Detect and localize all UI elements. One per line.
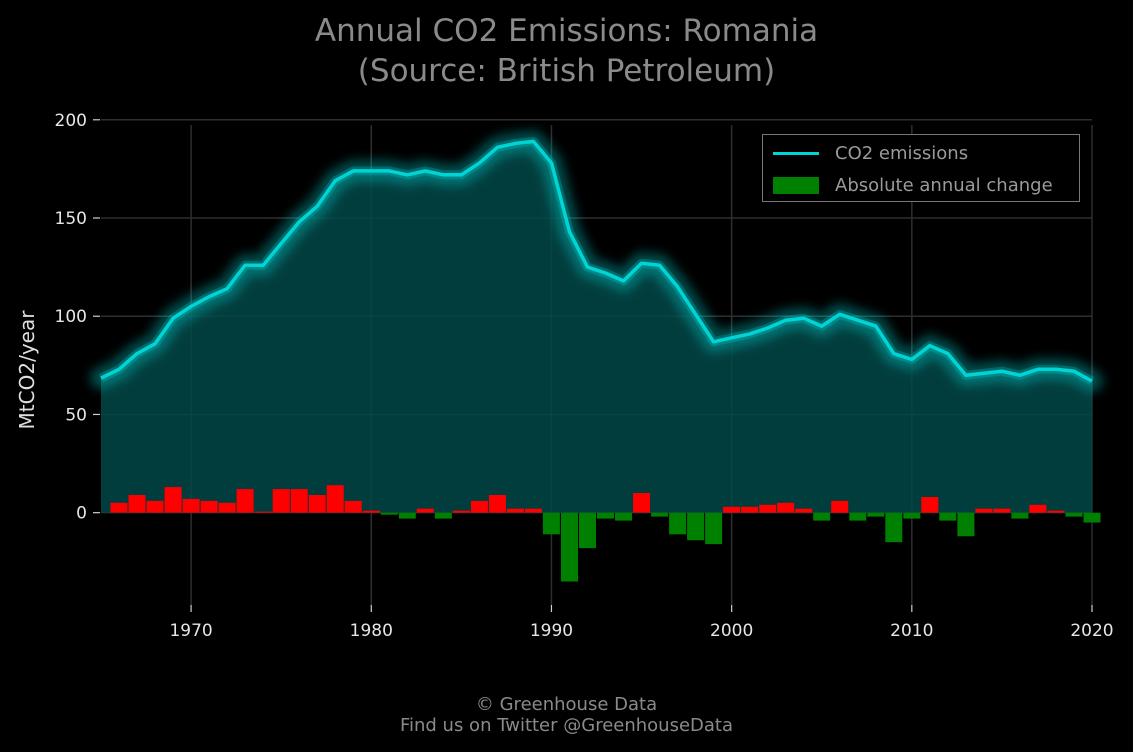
change-bar	[579, 512, 596, 549]
change-bar	[669, 512, 687, 535]
x-tick-label: 1990	[530, 621, 573, 641]
change-bar	[957, 512, 975, 537]
change-bar	[1029, 504, 1047, 513]
change-bar	[1011, 512, 1029, 519]
change-bar	[993, 508, 1011, 513]
emissions-line	[100, 139, 1093, 383]
change-bar	[759, 504, 777, 513]
change-bar	[795, 508, 813, 513]
change-bar	[290, 489, 308, 513]
y-tick-label: 50	[65, 405, 87, 425]
change-bar	[867, 512, 885, 517]
change-bar	[488, 495, 506, 513]
chart-title-line-1: Annual CO2 Emissions: Romania	[314, 13, 819, 49]
change-bar	[615, 512, 632, 521]
y-tick-label: 200	[55, 111, 87, 131]
legend-item-change: Absolute annual change	[773, 173, 1053, 197]
change-bar	[452, 510, 470, 513]
x-tick-label: 2010	[890, 621, 933, 641]
footer-twitter: Find us on Twitter @GreenhouseData	[399, 715, 734, 736]
change-bar	[885, 512, 903, 543]
change-bar	[903, 512, 921, 519]
change-bar	[308, 495, 326, 513]
change-bar	[434, 512, 452, 519]
change-bar	[182, 498, 200, 513]
change-bar	[110, 502, 128, 513]
y-axis-label: MtCO2/year	[15, 310, 39, 430]
y-tick-label: 0	[76, 504, 87, 524]
change-bar	[741, 506, 759, 513]
footer-credit: © Greenhouse Data	[475, 694, 658, 715]
change-bar	[326, 485, 344, 513]
change-bar	[1065, 512, 1083, 517]
change-bar	[1083, 512, 1101, 523]
change-bar	[344, 500, 362, 513]
chart-title-line-2: (Source: British Petroleum)	[357, 53, 776, 89]
change-bar	[777, 502, 795, 513]
legend-label-change: Absolute annual change	[835, 174, 1053, 196]
change-bar	[236, 489, 254, 513]
change-bar	[416, 508, 434, 513]
x-tick-label: 2000	[710, 621, 753, 641]
change-bar	[633, 493, 650, 513]
change-bar	[200, 500, 218, 513]
legend-item-emissions: CO2 emissions	[773, 141, 968, 165]
change-bar	[380, 512, 398, 515]
change-bar	[218, 502, 236, 513]
change-bar	[1047, 510, 1065, 513]
change-bar	[651, 512, 669, 517]
legend: CO2 emissions Absolute annual change	[762, 134, 1080, 202]
change-bar	[561, 512, 578, 582]
annual-change-bars	[110, 485, 1101, 582]
emissions-area	[101, 141, 1092, 513]
axes: 1970 1980 1990 2000 2010 2020 0 50 100 150 200	[55, 111, 1114, 641]
x-tick-label: 2020	[1070, 621, 1113, 641]
change-bar	[524, 508, 542, 513]
change-bar	[470, 500, 488, 513]
change-bar	[542, 512, 560, 535]
change-bar	[597, 512, 614, 519]
legend-bar-swatch	[773, 176, 819, 194]
change-bar	[398, 512, 416, 519]
change-bar	[813, 512, 831, 521]
change-bar	[831, 500, 849, 513]
y-tick-label: 100	[55, 307, 87, 327]
change-bar	[272, 489, 290, 513]
legend-label-emissions: CO2 emissions	[835, 142, 969, 164]
change-bar	[705, 512, 723, 545]
change-bar	[146, 500, 164, 513]
change-bar	[921, 497, 939, 513]
change-bar	[723, 506, 741, 513]
emissions-area-fill	[101, 141, 1092, 513]
y-tick-label: 150	[55, 209, 87, 229]
change-bar	[975, 508, 993, 513]
change-bar	[164, 487, 182, 513]
change-bar	[506, 508, 524, 513]
change-bar	[362, 510, 380, 513]
x-tick-label: 1980	[350, 621, 393, 641]
change-bar	[687, 512, 705, 541]
change-bar	[128, 495, 146, 513]
emissions-line-group	[90, 130, 1103, 393]
x-tick-label: 1970	[169, 621, 212, 641]
change-bar	[939, 512, 957, 521]
legend-line-swatch	[773, 151, 819, 155]
change-bar	[254, 511, 272, 513]
change-bar	[849, 512, 867, 521]
